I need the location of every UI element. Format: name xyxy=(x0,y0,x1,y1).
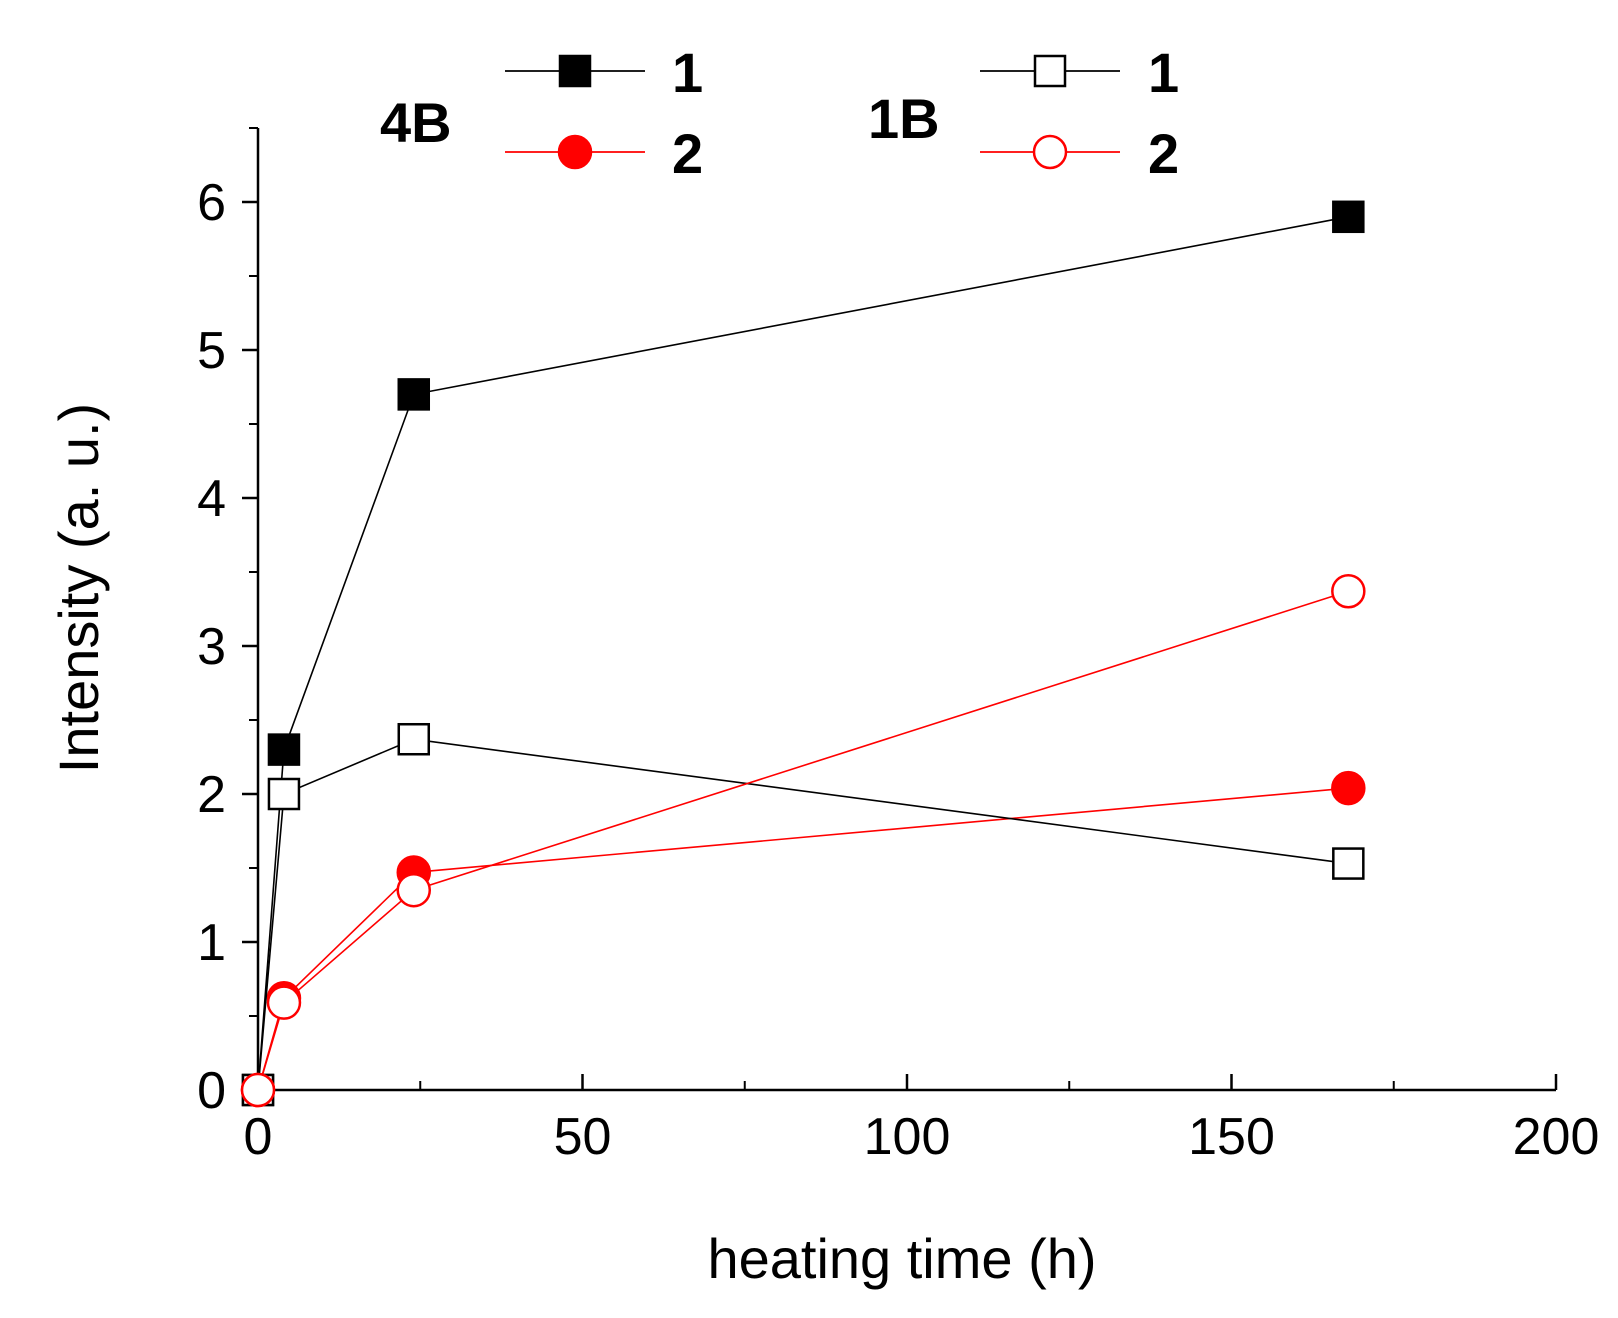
y-axis-title: Intensity (a. u.) xyxy=(47,403,110,773)
data-point xyxy=(240,1072,276,1108)
legend-group-label-1b: 1B xyxy=(868,87,940,150)
data-point xyxy=(397,378,431,411)
legend: 4B 1B 1 2 1 2 xyxy=(380,41,1179,185)
legend-sample-1b-2 xyxy=(980,134,1120,170)
x-tick-label: 100 xyxy=(864,1108,951,1166)
y-tick-label: 6 xyxy=(197,174,226,232)
data-point xyxy=(266,985,302,1020)
data-point xyxy=(396,872,432,908)
legend-label-1b-2: 2 xyxy=(1148,122,1179,185)
legend-sample-1b-1 xyxy=(980,54,1120,88)
data-point xyxy=(267,733,301,766)
y-tick-label: 0 xyxy=(197,1062,226,1120)
legend-marker xyxy=(1032,134,1068,170)
data-point xyxy=(1332,847,1365,880)
legend-marker xyxy=(1033,54,1067,88)
x-tick-label: 200 xyxy=(1513,1108,1600,1166)
series-line xyxy=(257,787,1349,1091)
data-point xyxy=(1331,770,1366,806)
series-line xyxy=(257,590,1349,1091)
axes: 0 50 100 150 200 0 1 2 3 4 5 6 xyxy=(197,127,1600,1166)
legend-sample-4b-1 xyxy=(505,54,645,88)
legend-label-1b-1: 1 xyxy=(1148,41,1179,104)
legend-label-4b-2: 2 xyxy=(672,122,703,185)
series-4b-2 xyxy=(240,770,1366,1108)
y-tick-label: 5 xyxy=(197,322,226,380)
y-tick-label: 3 xyxy=(197,618,226,676)
legend-marker xyxy=(557,134,593,170)
series-4b-1 xyxy=(241,200,1365,1107)
legend-label-4b-1: 1 xyxy=(672,41,703,104)
series-line xyxy=(257,216,1349,1091)
legend-sample-4b-2 xyxy=(505,134,645,170)
data-point xyxy=(267,777,301,811)
legend-group-label-4b: 4B xyxy=(380,91,452,154)
x-axis-title: heating time (h) xyxy=(707,1227,1096,1290)
y-tick-label: 4 xyxy=(197,470,226,528)
x-tick-label: 50 xyxy=(554,1108,612,1166)
data-point xyxy=(397,722,431,756)
y-tick-label: 2 xyxy=(197,766,226,824)
series-layer xyxy=(240,200,1366,1108)
x-tick-label: 0 xyxy=(244,1108,273,1166)
legend-marker xyxy=(558,54,592,88)
series-1b-2 xyxy=(240,573,1366,1108)
series-line xyxy=(257,738,1349,1091)
series-1b-1 xyxy=(241,722,1365,1107)
data-point xyxy=(1332,200,1365,234)
data-point xyxy=(1331,573,1366,609)
y-tick-label: 1 xyxy=(197,914,226,972)
x-tick-label: 150 xyxy=(1188,1108,1275,1166)
